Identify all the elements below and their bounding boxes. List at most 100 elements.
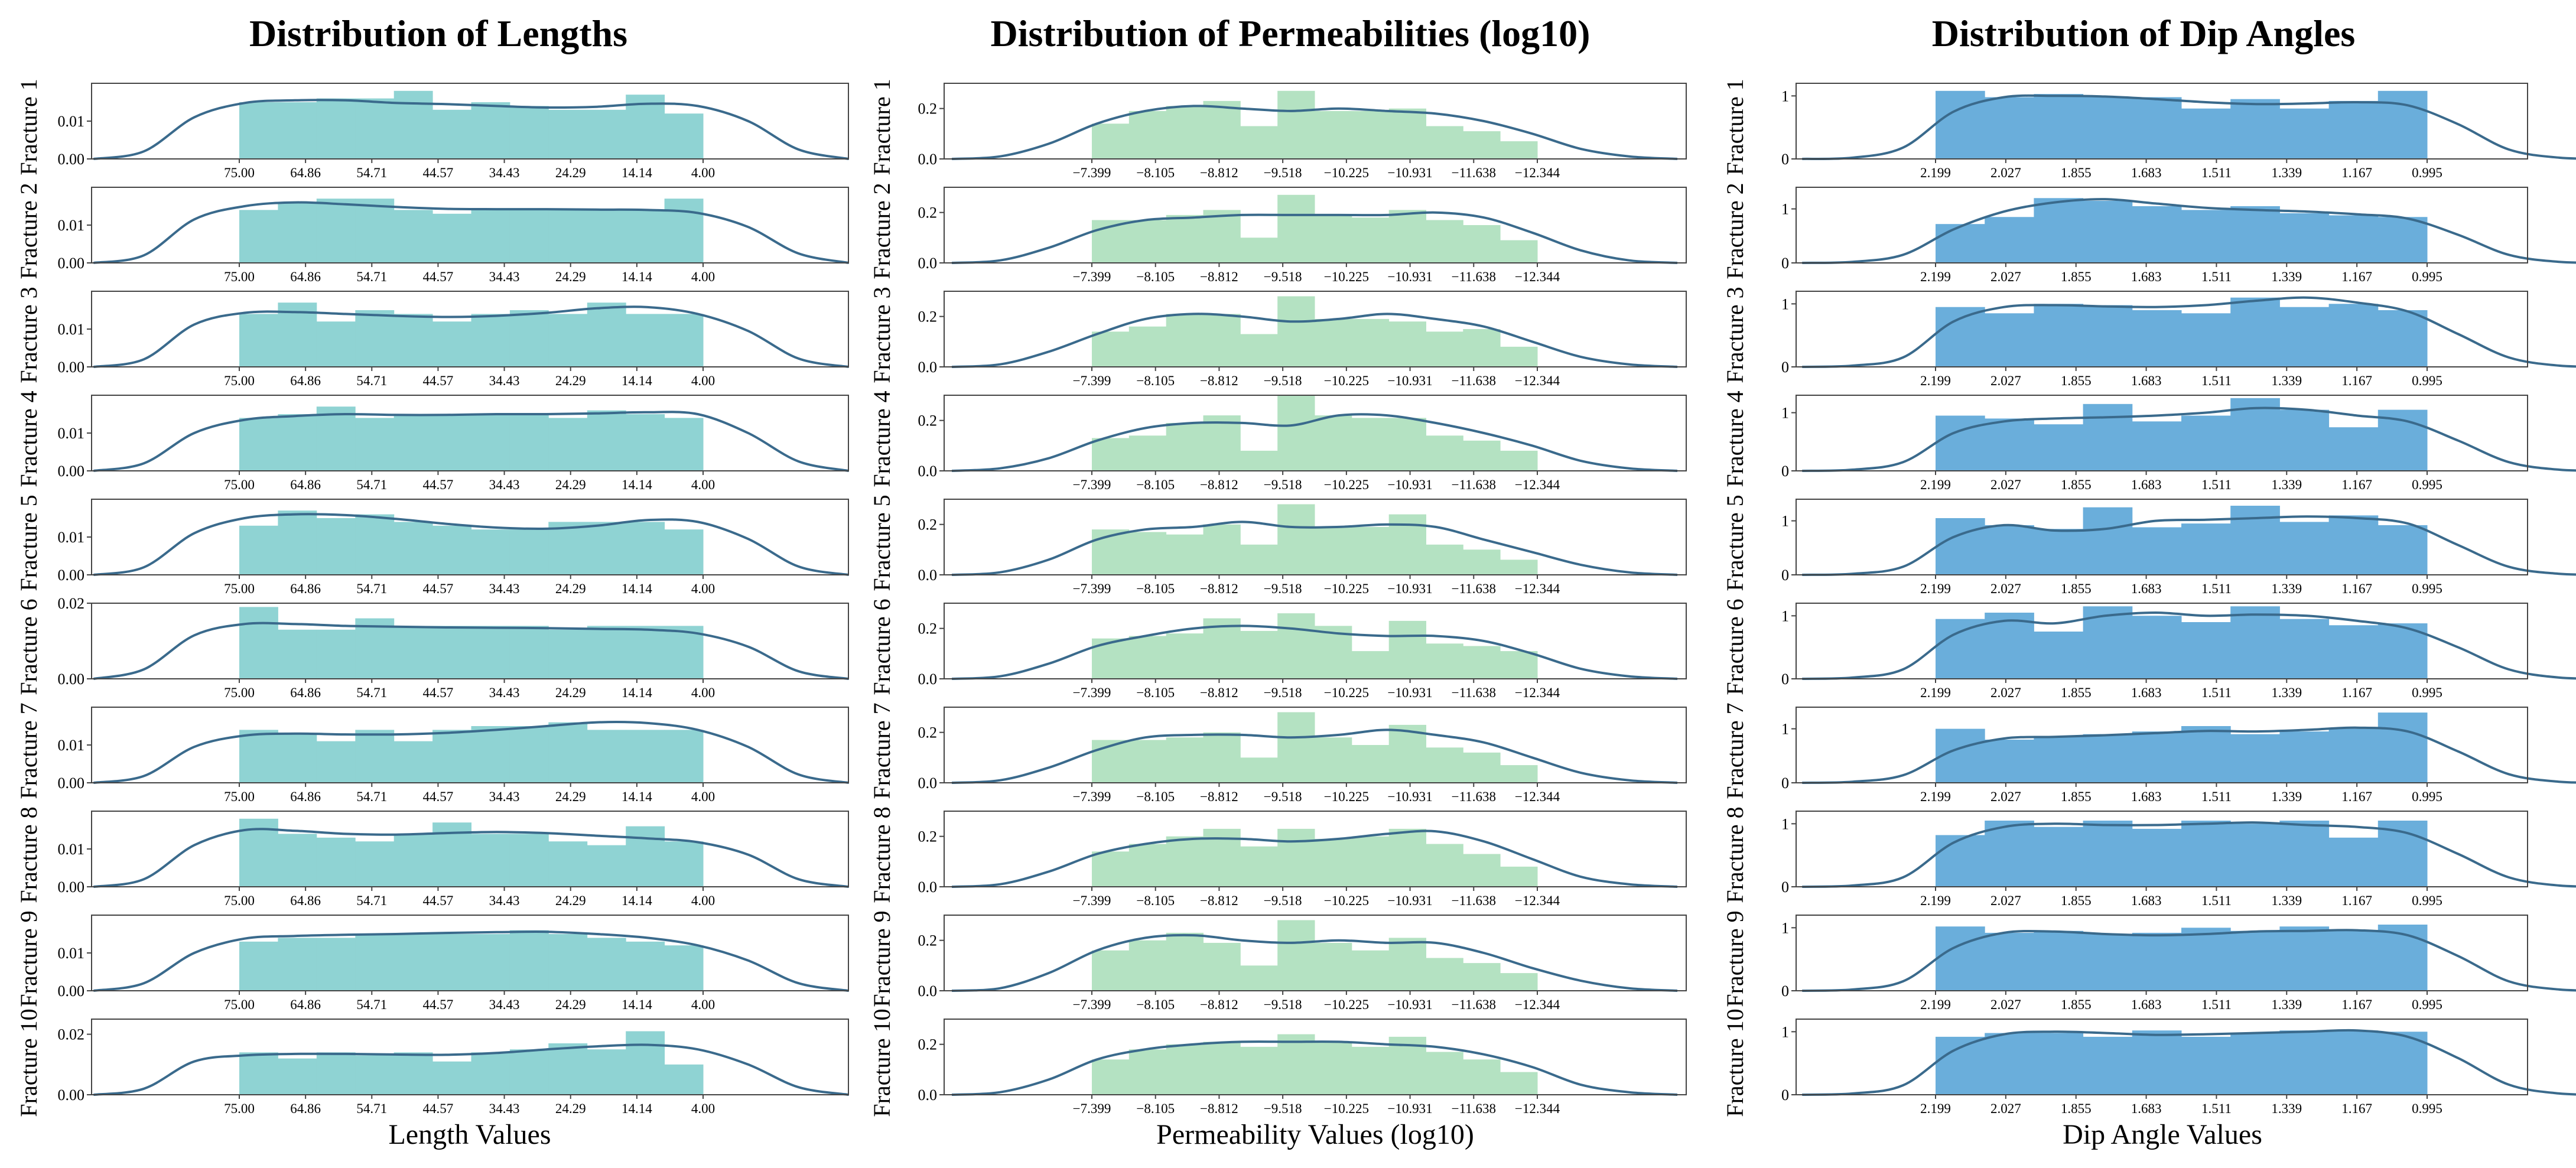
dip-angles-x-tick-label: 0.995 (2412, 1101, 2442, 1116)
permeabilities-histogram-bar (1092, 123, 1130, 159)
permeabilities-histogram-bar (1351, 110, 1390, 159)
dip-angles-x-tick-label: 2.199 (1920, 789, 1951, 804)
permeabilities-histogram-bar (1315, 318, 1352, 367)
lengths-x-tick-label: 4.00 (691, 581, 715, 596)
dip-angles-row-label: Fracture 7 (1722, 702, 1748, 799)
permeabilities-x-tick-label: −8.105 (1136, 373, 1175, 388)
dip-angles-x-tick-label: 1.167 (2341, 997, 2372, 1012)
permeabilities-histogram-bar (1240, 846, 1278, 887)
permeabilities-histogram-bar (1128, 220, 1167, 263)
permeabilities-histogram-bar (1128, 110, 1167, 159)
lengths-histogram-bar (587, 845, 626, 887)
dip-angles-row-label: Fracture 9 (1722, 910, 1748, 1007)
lengths-x-tick-label: 44.57 (423, 685, 454, 700)
dip-angles-x-tick-label: 2.027 (1990, 477, 2021, 492)
dip-angles-plot-frame (1796, 707, 2528, 783)
permeabilities-x-tick-label: −11.638 (1452, 1101, 1496, 1116)
dip-angles-histogram-bar (2132, 421, 2182, 471)
lengths-x-tick-label: 14.14 (622, 477, 652, 492)
dip-angles-histogram-bar (2132, 1030, 2182, 1095)
dip-angles-histogram-bar (2377, 525, 2428, 575)
lengths-x-tick-label: 24.29 (555, 477, 586, 492)
permeabilities-histogram-bar (1092, 1059, 1130, 1095)
lengths-row-label: Fracture 2 (15, 183, 42, 279)
dip-angles-histogram-bar (2132, 527, 2182, 575)
permeabilities-histogram-bar (1426, 126, 1463, 159)
dip-angles-x-tick-label: 2.027 (1990, 165, 2021, 180)
dip-angles-panel: Fracture 9 0 1 2.199 2.027 1.855 1.683 1.511 1.3… (1722, 910, 2576, 1012)
permeabilities-histogram-bar (1092, 529, 1130, 575)
lengths-histogram-bar (393, 522, 433, 575)
permeabilities-histogram-bar (1277, 920, 1315, 991)
lengths-histogram-bar (509, 1049, 549, 1095)
permeabilities-y-tick-label: 0.0 (918, 359, 938, 376)
lengths-x-tick-label: 34.43 (489, 893, 520, 908)
dip-angles-x-tick-label: 1.511 (2201, 1101, 2232, 1116)
lengths-x-tick-label: 24.29 (555, 685, 586, 700)
permeabilities-histogram-bar (1500, 1072, 1538, 1095)
lengths-histogram-bar (471, 626, 510, 679)
lengths-histogram-bar (587, 302, 626, 367)
permeabilities-histogram-bar (1500, 450, 1538, 471)
lengths-x-tick-label: 34.43 (489, 685, 520, 700)
lengths-histogram-bar (355, 514, 395, 575)
dip-angles-x-tick-label: 2.027 (1990, 789, 2021, 804)
dip-angles-histogram-bar (1936, 926, 1985, 991)
permeabilities-x-tick-label: −11.638 (1452, 581, 1496, 596)
dip-angles-x-tick-label: 1.339 (2271, 269, 2302, 284)
lengths-histogram-bar (587, 522, 626, 575)
lengths-panel: Fracture 5 0.00 0.01 75.00 64.86 54.71 44.57 34… (15, 494, 850, 596)
lengths-row-label: Fracture 8 (15, 806, 42, 903)
lengths-histogram-bar (587, 210, 626, 263)
dip-angles-histogram-bar (2328, 625, 2379, 679)
lengths-histogram-bar (278, 938, 317, 991)
permeabilities-histogram-bar (1388, 210, 1426, 263)
lengths-y-tick-label: 0.00 (58, 879, 85, 896)
dip-angles-histogram-bar (2328, 515, 2379, 575)
dip-angles-y-tick-label: 0 (1781, 879, 1789, 896)
dip-angles-y-tick-label: 0 (1781, 255, 1789, 272)
dip-angles-row-label: Fracture 3 (1722, 287, 1748, 383)
permeabilities-y-tick-label: 0.0 (918, 255, 938, 272)
dip-angles-histogram-bar (1936, 835, 1985, 887)
permeabilities-x-tick-label: −7.399 (1073, 269, 1111, 284)
dip-angles-x-tick-label: 1.683 (2131, 893, 2162, 908)
lengths-y-tick-label: 0.01 (58, 529, 85, 546)
permeabilities-x-tick-label: −10.931 (1387, 581, 1432, 596)
permeabilities-histogram-bar (1240, 334, 1278, 367)
permeabilities-x-tick-label: −7.399 (1073, 997, 1111, 1012)
lengths-x-tick-label: 64.86 (290, 581, 321, 596)
dip-angles-histogram-bar (2328, 100, 2379, 159)
permeabilities-histogram-bar (1128, 844, 1167, 887)
lengths-x-tick-label: 54.71 (356, 685, 387, 700)
lengths-histogram-bar (432, 414, 471, 471)
dip-angles-histogram-bar (2181, 1036, 2231, 1095)
permeabilities-y-tick-label: 0.2 (918, 412, 938, 430)
lengths-histogram-bar (626, 314, 665, 367)
lengths-x-tick-label: 75.00 (224, 581, 255, 596)
permeabilities-histogram-bar (1351, 418, 1390, 471)
lengths-histogram-bar (432, 626, 471, 679)
lengths-x-tick-label: 44.57 (423, 789, 454, 804)
dip-angles-histogram-bar (2034, 304, 2084, 367)
dip-angles-x-tick-label: 1.339 (2271, 1101, 2302, 1116)
lengths-histogram-bar (355, 418, 395, 471)
permeabilities-x-tick-label: −9.518 (1264, 165, 1302, 180)
permeabilities-plot-frame (944, 499, 1687, 575)
dip-angles-histogram-bar (1936, 1036, 1985, 1095)
permeabilities-panel: Fracture 7 0.0 0.2 −7.399 −8.105 −8.812 −9.518… (869, 702, 1687, 804)
permeabilities-histogram-bar (1388, 620, 1426, 679)
lengths-x-tick-label: 54.71 (356, 893, 387, 908)
dip-angles-row-label: Fracture 5 (1722, 494, 1748, 591)
dip-angles-histogram-bar (2279, 213, 2330, 263)
dip-angles-histogram-bar (2230, 606, 2280, 679)
dip-angles-x-tick-label: 1.683 (2131, 685, 2162, 700)
permeabilities-x-tick-label: −10.225 (1324, 477, 1369, 492)
dip-angles-y-tick-label: 0 (1781, 567, 1789, 584)
permeabilities-histogram-bar (1500, 973, 1538, 991)
permeabilities-histogram-bar (1500, 651, 1538, 679)
dip-angles-panel: Fracture 4 0 1 2.199 2.027 1.855 1.683 1.511 1.3… (1722, 391, 2576, 492)
permeabilities-x-tick-label: −11.638 (1452, 269, 1496, 284)
lengths-row-label: Fracture 9 (15, 910, 42, 1007)
permeabilities-y-tick-label: 0.0 (918, 1086, 938, 1104)
